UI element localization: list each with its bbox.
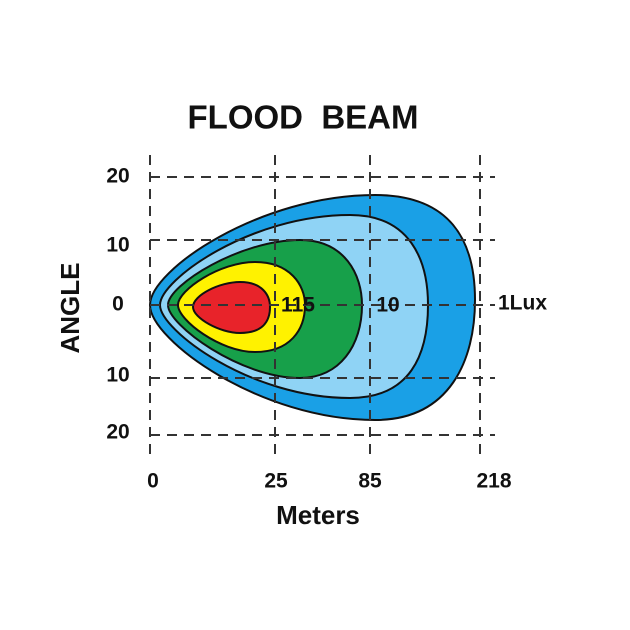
x-tick-label: 0 — [147, 470, 159, 493]
y-tick-label: 10 — [106, 234, 129, 257]
y-tick-label: 20 — [106, 165, 129, 188]
y-axis-label: ANGLE — [55, 263, 85, 354]
x-tick-label: 25 — [264, 470, 288, 493]
grid — [149, 155, 495, 460]
contour-label: 115 — [281, 294, 315, 317]
contour-label: 10 — [376, 294, 399, 317]
y-tick-label: 0 — [112, 293, 124, 316]
zone-red — [191, 280, 272, 335]
x-tick-label: 85 — [358, 470, 382, 493]
title: FLOOD BEAM — [188, 99, 419, 136]
x-tick-label: 218 — [476, 470, 511, 493]
contour-label: 1Lux — [498, 292, 547, 315]
y-tick-label: 10 — [106, 364, 129, 387]
x-axis-label: Meters — [276, 500, 360, 530]
y-tick-label: 20 — [106, 421, 129, 444]
